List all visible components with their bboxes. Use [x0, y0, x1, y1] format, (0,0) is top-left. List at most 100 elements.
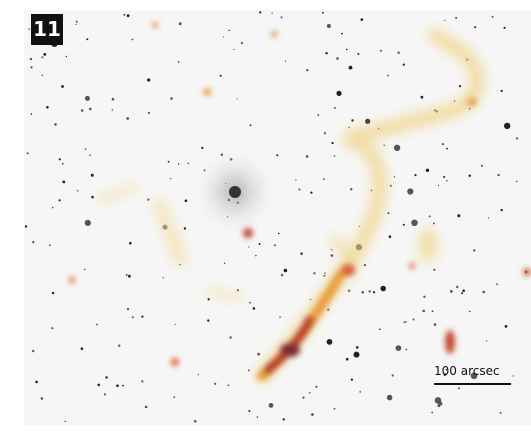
star	[336, 57, 339, 60]
star	[369, 290, 371, 292]
star	[66, 56, 67, 57]
star	[127, 14, 130, 17]
star	[86, 38, 88, 40]
star	[237, 289, 239, 291]
star	[389, 235, 392, 238]
star	[461, 292, 463, 294]
star	[310, 299, 311, 300]
star	[163, 277, 164, 278]
star	[62, 181, 65, 184]
star	[112, 109, 113, 110]
star	[81, 347, 84, 350]
star	[259, 243, 261, 245]
star	[81, 109, 84, 112]
star	[253, 307, 256, 310]
star	[295, 179, 296, 180]
star	[486, 340, 487, 341]
bright-galaxy	[229, 186, 241, 198]
star	[85, 220, 91, 226]
star	[310, 192, 312, 194]
star	[32, 350, 34, 352]
star	[380, 50, 382, 52]
star	[348, 127, 350, 129]
star	[42, 56, 44, 58]
star	[405, 321, 406, 322]
star	[504, 27, 506, 29]
star	[356, 346, 359, 349]
star	[168, 161, 170, 163]
star	[403, 64, 405, 66]
star	[306, 155, 309, 158]
star	[141, 380, 143, 382]
star	[300, 252, 303, 255]
star	[184, 227, 186, 229]
star	[357, 53, 359, 55]
star	[327, 24, 331, 28]
star	[398, 52, 400, 54]
star	[112, 98, 115, 101]
star	[327, 308, 329, 310]
star	[59, 199, 61, 201]
star	[387, 75, 389, 77]
star	[76, 21, 78, 23]
star	[65, 421, 66, 422]
star	[331, 249, 333, 251]
star	[462, 289, 465, 292]
star	[497, 174, 499, 176]
star	[434, 323, 437, 326]
star	[62, 163, 64, 165]
star	[129, 242, 132, 245]
star	[241, 42, 243, 44]
star	[413, 319, 415, 321]
star	[145, 406, 148, 409]
star	[283, 418, 285, 420]
star	[302, 397, 304, 399]
star	[257, 353, 260, 356]
star	[61, 85, 64, 88]
star	[281, 16, 283, 18]
star	[482, 291, 485, 294]
star	[327, 339, 333, 345]
star	[469, 175, 471, 177]
star	[403, 321, 405, 323]
star	[336, 91, 341, 96]
star	[248, 410, 250, 412]
star	[224, 262, 226, 264]
star	[85, 96, 90, 101]
star	[208, 298, 210, 300]
star	[91, 196, 94, 199]
star	[383, 145, 385, 147]
star	[132, 39, 134, 41]
star	[422, 310, 425, 313]
star	[325, 52, 327, 54]
star	[474, 26, 476, 28]
star	[361, 18, 364, 21]
star	[450, 290, 453, 293]
star	[170, 178, 171, 179]
star	[513, 375, 514, 376]
star	[271, 13, 272, 14]
star	[394, 145, 400, 151]
star	[284, 269, 288, 273]
star	[178, 61, 180, 63]
star	[455, 17, 457, 19]
star	[41, 397, 43, 399]
star	[105, 376, 107, 378]
star	[77, 190, 79, 192]
star	[323, 275, 325, 277]
star	[279, 316, 281, 318]
star	[185, 199, 188, 202]
star	[349, 66, 353, 70]
star	[141, 316, 143, 318]
star	[51, 327, 53, 329]
star	[147, 199, 149, 201]
star	[89, 154, 91, 156]
star	[501, 209, 503, 211]
star	[323, 178, 325, 180]
star	[481, 165, 483, 167]
star	[42, 75, 44, 77]
star	[334, 408, 336, 410]
star	[97, 384, 100, 387]
star	[122, 385, 124, 387]
star	[429, 215, 431, 217]
